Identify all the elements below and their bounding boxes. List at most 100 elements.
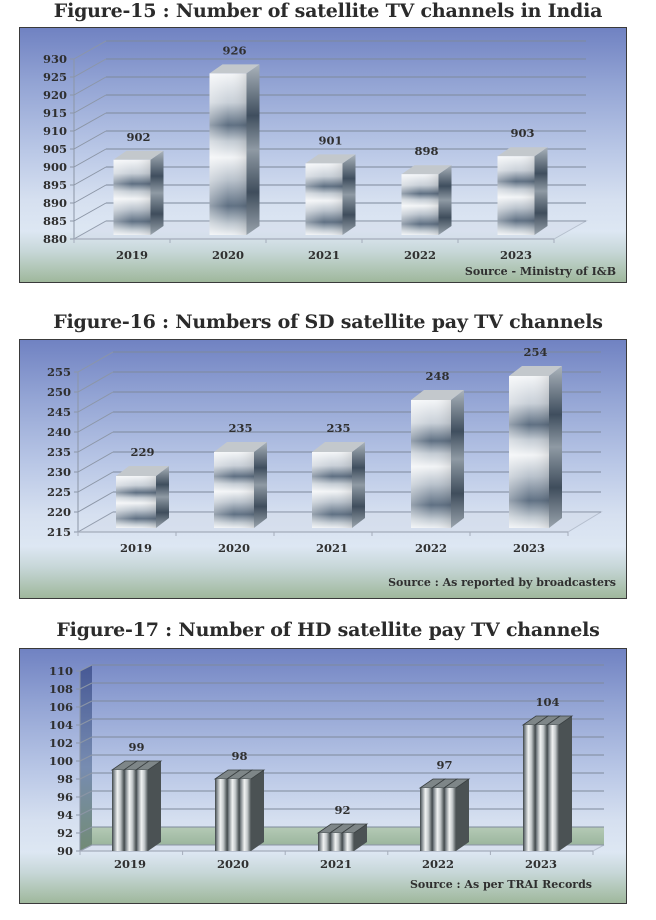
grid-diagonal (79, 790, 93, 798)
bar (312, 442, 365, 528)
grid-diagonal (79, 754, 93, 762)
value-label: 254 (523, 345, 547, 359)
bar-front-sheen (113, 159, 151, 235)
bar-side (342, 154, 356, 235)
value-label: 98 (231, 749, 247, 763)
bar-top (305, 154, 356, 164)
x-tick-label: 2019 (114, 857, 146, 871)
x-tick-label: 2019 (120, 541, 152, 555)
grid-diagonal (73, 148, 107, 168)
x-tick-label: 2022 (422, 857, 454, 871)
x-tick-label: 2023 (525, 857, 557, 871)
y-tick-label: 900 (43, 160, 67, 174)
bar (116, 466, 169, 528)
x-tick-label: 2021 (308, 248, 340, 262)
bar-front-sheen (214, 452, 254, 528)
grid-diagonal (73, 130, 107, 150)
y-tick-label: 880 (43, 232, 67, 246)
grid-diagonal (77, 491, 114, 513)
y-tick-label: 245 (47, 405, 71, 419)
y-tick-label: 102 (49, 736, 73, 750)
grid-diagonal (73, 112, 107, 132)
y-tick-label: 92 (57, 826, 73, 840)
x-tick-label: 2023 (513, 541, 545, 555)
cylinder (330, 833, 342, 851)
cylinder (124, 770, 136, 851)
grid-diagonal (79, 826, 93, 834)
source-note: Source : As reported by broadcasters (388, 576, 616, 589)
value-label: 901 (318, 133, 342, 147)
x-tick-label: 2021 (320, 857, 352, 871)
y-tick-label: 104 (49, 718, 73, 732)
grid-diagonal (79, 808, 93, 816)
cylinder (239, 779, 251, 851)
grid-diagonal (77, 411, 114, 433)
y-tick-label: 915 (43, 106, 67, 120)
y-tick-label: 98 (57, 772, 73, 786)
value-label: 92 (334, 803, 350, 817)
y-tick-label: 925 (43, 70, 67, 84)
bar-side (451, 390, 464, 528)
y-tick-label: 220 (47, 505, 71, 519)
value-label: 926 (222, 43, 246, 57)
bar (305, 154, 356, 235)
cylinder (136, 770, 148, 851)
grid-diagonal (73, 202, 107, 222)
y-tick-label: 885 (43, 214, 67, 228)
y-tick-label: 96 (57, 790, 73, 804)
figure-16-title: Figure-16 : Numbers of SD satellite pay … (53, 311, 603, 333)
bar-side (148, 761, 161, 851)
bar-side (549, 366, 562, 528)
grid-diagonal (73, 40, 107, 60)
x-tick-label: 2021 (316, 541, 348, 555)
y-tick-label: 230 (47, 465, 71, 479)
figure-17-chart: 90 92 94 96 98 100 102 104 106 108 110 99 2019 98 2020… (19, 648, 627, 904)
y-tick-label: 108 (49, 682, 73, 696)
y-tick-label: 255 (47, 365, 71, 379)
cylinder (318, 833, 330, 851)
bar-side (150, 150, 164, 235)
y-tick-label: 910 (43, 124, 67, 138)
x-tick-label: 2022 (415, 541, 447, 555)
grid-diagonal (79, 772, 93, 780)
bar-top (509, 366, 562, 376)
grid-diagonal (79, 718, 93, 726)
grid-diagonal (73, 76, 107, 96)
bar-front-sheen (305, 163, 343, 235)
value-label: 104 (535, 695, 559, 709)
value-label: 99 (128, 740, 144, 754)
bar-side (254, 442, 267, 528)
cylinder (227, 779, 239, 851)
bar (418, 778, 471, 851)
y-tick-label: 895 (43, 178, 67, 192)
bar-front-sheen (312, 452, 352, 528)
value-label: 235 (228, 421, 252, 435)
bar-side (456, 779, 469, 851)
figure-16-chart: 215 220 225 230 235 240 245 250 255 229 2019 235 202… (19, 339, 627, 599)
bar-top (312, 442, 365, 452)
bar-top (497, 147, 548, 157)
x-tick-label: 2020 (212, 248, 244, 262)
grid-diagonal (77, 431, 114, 453)
grid-diagonal (77, 451, 114, 473)
value-label: 97 (436, 758, 452, 772)
bar-side (438, 165, 452, 235)
y-tick-label: 94 (57, 808, 73, 822)
y-tick-label: 905 (43, 142, 67, 156)
y-tick-label: 240 (47, 425, 71, 439)
figure-15-svg: 880 885 890 895 900 905 910 915 920 925 930 902 2019… (43, 40, 616, 278)
source-note: Source : As per TRAI Records (410, 878, 592, 891)
value-label: 902 (126, 130, 150, 144)
y-tick-label: 920 (43, 88, 67, 102)
figure-15-chart: 880 885 890 895 900 905 910 915 920 925 930 902 2019… (19, 27, 627, 283)
figure-16-svg: 215 220 225 230 235 240 245 250 255 229 2019 235 202… (47, 345, 616, 589)
y-tick-label: 90 (57, 844, 73, 858)
bar (209, 64, 260, 236)
grid-diagonal (77, 371, 114, 393)
bar-top (113, 150, 164, 160)
cylinder (523, 725, 535, 851)
bar-front-sheen (509, 376, 549, 528)
bar-top (411, 390, 464, 400)
y-tick-label: 106 (49, 700, 73, 714)
bar (213, 769, 266, 851)
